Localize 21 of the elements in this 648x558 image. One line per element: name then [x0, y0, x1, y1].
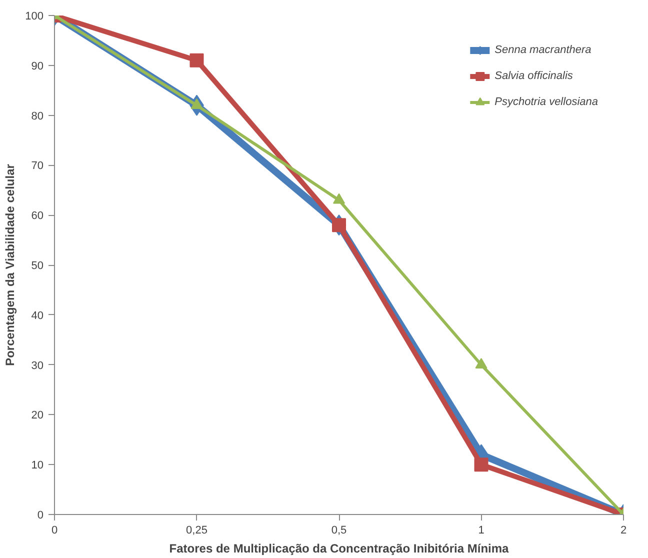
- x-tick-label: 1: [478, 524, 484, 536]
- x-tick-label: 0,25: [186, 524, 208, 536]
- y-tick-label: 20: [31, 410, 44, 422]
- y-axis-title: Porcentagem da Viabilidade celular: [3, 164, 18, 366]
- y-tick-label: 40: [31, 310, 44, 322]
- legend-label: Senna macranthera: [494, 44, 592, 56]
- y-tick-label: 0: [37, 510, 44, 522]
- y-tick-label: 60: [31, 210, 44, 222]
- legend-label: Salvia officinalis: [494, 70, 573, 82]
- legend-label: Psychotria vellosiana: [494, 96, 598, 108]
- x-tick-label: 0: [51, 524, 58, 536]
- x-tick-label: 0,5: [331, 524, 347, 536]
- y-tick-label: 70: [31, 160, 44, 172]
- y-tick-label: 30: [31, 360, 44, 372]
- y-tick-label: 50: [31, 260, 44, 272]
- y-tick-label: 80: [31, 110, 44, 122]
- y-tick-label: 100: [25, 10, 44, 22]
- x-axis-title: Fatores de Multiplicação da Concentração Inibitória Mínima: [169, 542, 510, 556]
- x-tick-label: 2: [620, 524, 627, 536]
- y-tick-label: 10: [31, 460, 44, 472]
- y-tick-label: 90: [31, 60, 44, 72]
